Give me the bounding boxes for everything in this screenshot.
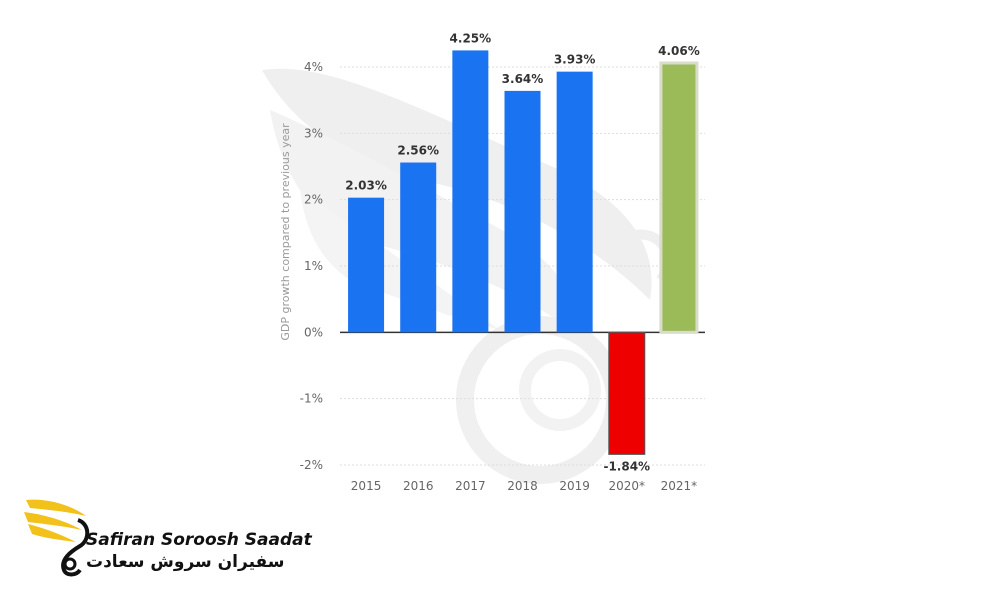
x-tick-label: 2020*	[609, 479, 646, 493]
data-label-2018: 3.64%	[502, 72, 544, 86]
y-tick-label: 0%	[304, 325, 323, 339]
winged-swan-logo-icon	[24, 499, 90, 577]
x-tick-label: 2021*	[661, 479, 698, 493]
x-tick-label: 2016	[403, 479, 434, 493]
bar-2019	[556, 71, 593, 333]
y-tick-label: 2%	[304, 193, 323, 207]
bar-2017	[452, 50, 489, 333]
x-axis-ticks: 2015 2016 2017 2018 2019 2020* 2021*	[351, 479, 697, 493]
data-label-2015: 2.03%	[345, 179, 387, 193]
data-label-2021: 4.06%	[658, 44, 700, 58]
y-axis-title: GDP growth compared to previous year	[279, 123, 292, 341]
bar-2016	[400, 162, 437, 333]
data-label-2017: 4.25%	[450, 31, 492, 45]
y-tick-label: 3%	[304, 126, 323, 140]
y-tick-label: 1%	[304, 259, 323, 273]
bar-2018	[504, 90, 541, 333]
data-label-2019: 3.93%	[554, 53, 596, 67]
brand-logo: Safiran Soroosh Saadat سفیران سروش سعادت	[20, 490, 312, 580]
x-tick-label: 2018	[507, 479, 538, 493]
data-label-2020: -1.84%	[603, 459, 650, 473]
y-tick-label: 4%	[304, 60, 323, 74]
data-labels-group: 2.03% 2.56% 4.25% 3.64% 3.93% -1.84% 4.06%	[345, 31, 699, 473]
bar-2015	[348, 197, 385, 333]
bar-2021	[659, 61, 699, 334]
data-label-2016: 2.56%	[397, 144, 439, 158]
logo-latin-text: Safiran Soroosh Saadat	[86, 530, 312, 550]
y-tick-label: -1%	[300, 392, 323, 406]
bars-group	[348, 50, 699, 455]
x-tick-label: 2017	[455, 479, 486, 493]
logo-persian-text: سفیران سروش سعادت	[86, 552, 285, 572]
bar-2020	[608, 331, 646, 455]
y-tick-label: -2%	[300, 458, 323, 472]
x-tick-label: 2015	[351, 479, 382, 493]
x-tick-label: 2019	[559, 479, 590, 493]
y-axis-ticks: 4% 3% 2% 1% 0% -1% -2%	[300, 60, 323, 472]
